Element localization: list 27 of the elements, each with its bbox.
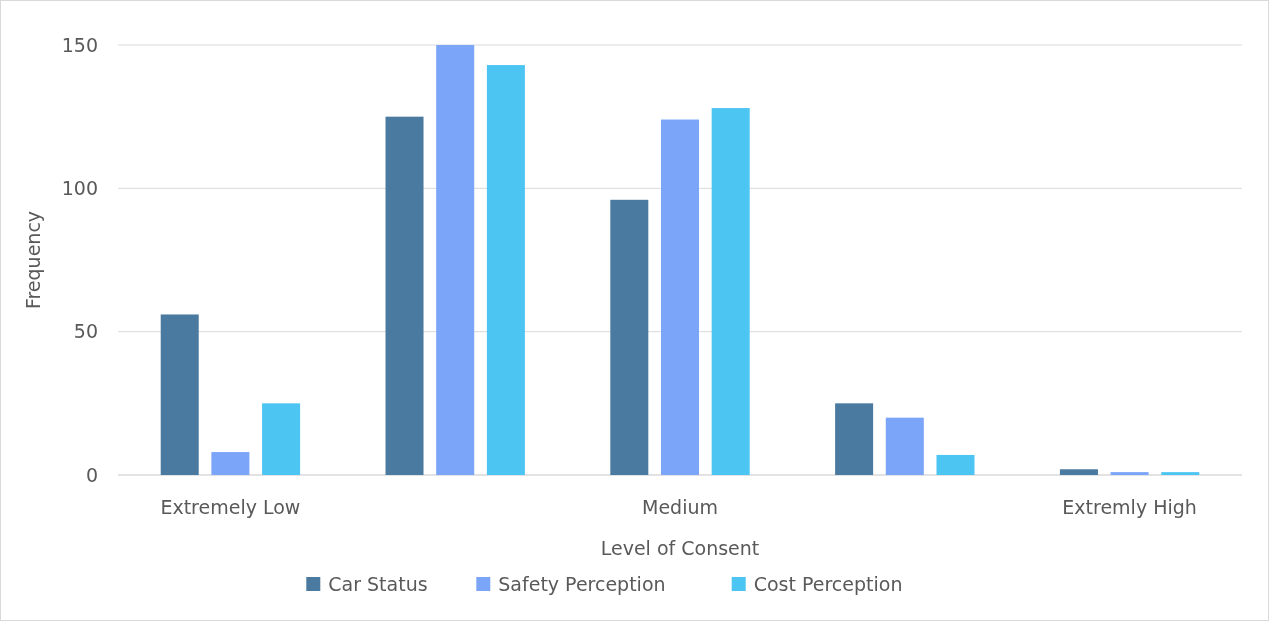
bar bbox=[711, 108, 750, 475]
bar bbox=[262, 403, 301, 475]
x-axis-title: Level of Consent bbox=[600, 537, 760, 559]
bar bbox=[835, 403, 874, 475]
legend-label: Safety Perception bbox=[498, 572, 666, 595]
y-tick-label: 50 bbox=[73, 320, 98, 343]
bar bbox=[885, 417, 924, 475]
y-tick-label: 150 bbox=[61, 33, 98, 56]
legend-label: Cost Perception bbox=[753, 572, 903, 595]
bar bbox=[436, 45, 475, 475]
bar bbox=[1059, 469, 1098, 475]
y-axis-title: Frequency bbox=[22, 210, 44, 310]
x-tick-label: Medium bbox=[642, 496, 718, 518]
x-tick-label: Extremely Low bbox=[160, 496, 301, 518]
bar bbox=[486, 65, 525, 475]
bar bbox=[385, 116, 424, 475]
bar bbox=[936, 454, 975, 475]
y-tick-label: 100 bbox=[61, 176, 98, 199]
bar bbox=[1161, 472, 1200, 475]
bar bbox=[211, 452, 250, 475]
bar bbox=[160, 314, 199, 475]
x-tick-label: Extremly High bbox=[1062, 496, 1197, 518]
bar bbox=[1110, 472, 1149, 475]
y-tick-label: 0 bbox=[85, 463, 98, 486]
bar bbox=[610, 199, 649, 475]
bar bbox=[660, 119, 700, 475]
legend-label: Car Status bbox=[328, 572, 428, 595]
